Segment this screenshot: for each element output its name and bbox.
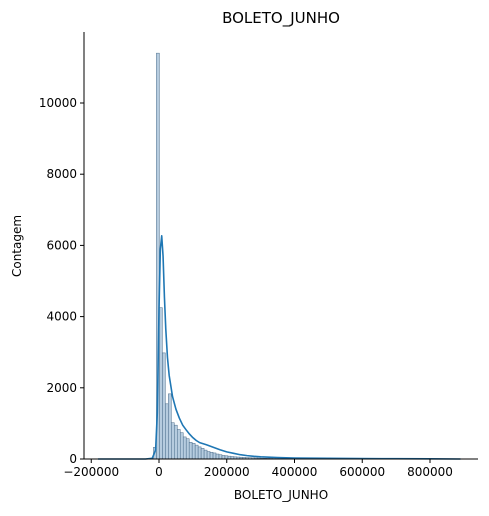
- kde-line: [98, 236, 460, 459]
- x-tick-label: 800000: [407, 465, 453, 479]
- histogram-bar: [171, 423, 174, 459]
- histogram-bar: [180, 433, 183, 459]
- x-tick-label: −200000: [63, 465, 119, 479]
- y-axis-label: Contagem: [10, 215, 24, 277]
- histogram-bar: [195, 445, 198, 459]
- y-tick-label: 0: [69, 452, 77, 466]
- histogram-bar: [198, 447, 201, 459]
- histogram-bar: [189, 442, 192, 459]
- histogram-bar: [186, 439, 189, 459]
- histogram-bar: [177, 429, 180, 459]
- histogram-bar: [168, 394, 171, 459]
- y-axis: 0 2000 4000 6000 8000 10000: [39, 32, 84, 466]
- x-tick-label: 0: [155, 465, 163, 479]
- y-tick-label: 2000: [46, 381, 77, 395]
- histogram-bar: [159, 308, 162, 459]
- y-tick-label: 8000: [46, 167, 77, 181]
- histogram-bar: [213, 453, 216, 459]
- histogram-bar: [222, 455, 225, 459]
- histogram-bar: [192, 443, 195, 459]
- x-tick-label: 400000: [272, 465, 318, 479]
- x-axis: −200000 0 200000 400000 600000 800000: [63, 459, 478, 479]
- y-tick-label: 10000: [39, 96, 77, 110]
- histogram-bar: [165, 404, 168, 459]
- histogram-bar: [162, 353, 165, 459]
- x-tick-label: 200000: [204, 465, 250, 479]
- y-tick-label: 4000: [46, 310, 77, 324]
- histogram-bar: [210, 452, 213, 459]
- histogram-bar: [216, 454, 219, 459]
- chart-title: BOLETO_JUNHO: [222, 9, 340, 28]
- y-tick-label: 6000: [46, 238, 77, 252]
- kde-curve-group: [98, 236, 460, 459]
- histogram-bar: [204, 450, 207, 459]
- histogram-bar: [174, 425, 177, 459]
- histogram-bar: [219, 455, 222, 459]
- histogram-bar: [201, 448, 204, 459]
- histogram-bars: [153, 53, 454, 459]
- histogram-bar: [183, 437, 186, 459]
- x-tick-label: 600000: [339, 465, 385, 479]
- x-axis-label: BOLETO_JUNHO: [234, 488, 328, 502]
- histogram-bar: [207, 452, 210, 459]
